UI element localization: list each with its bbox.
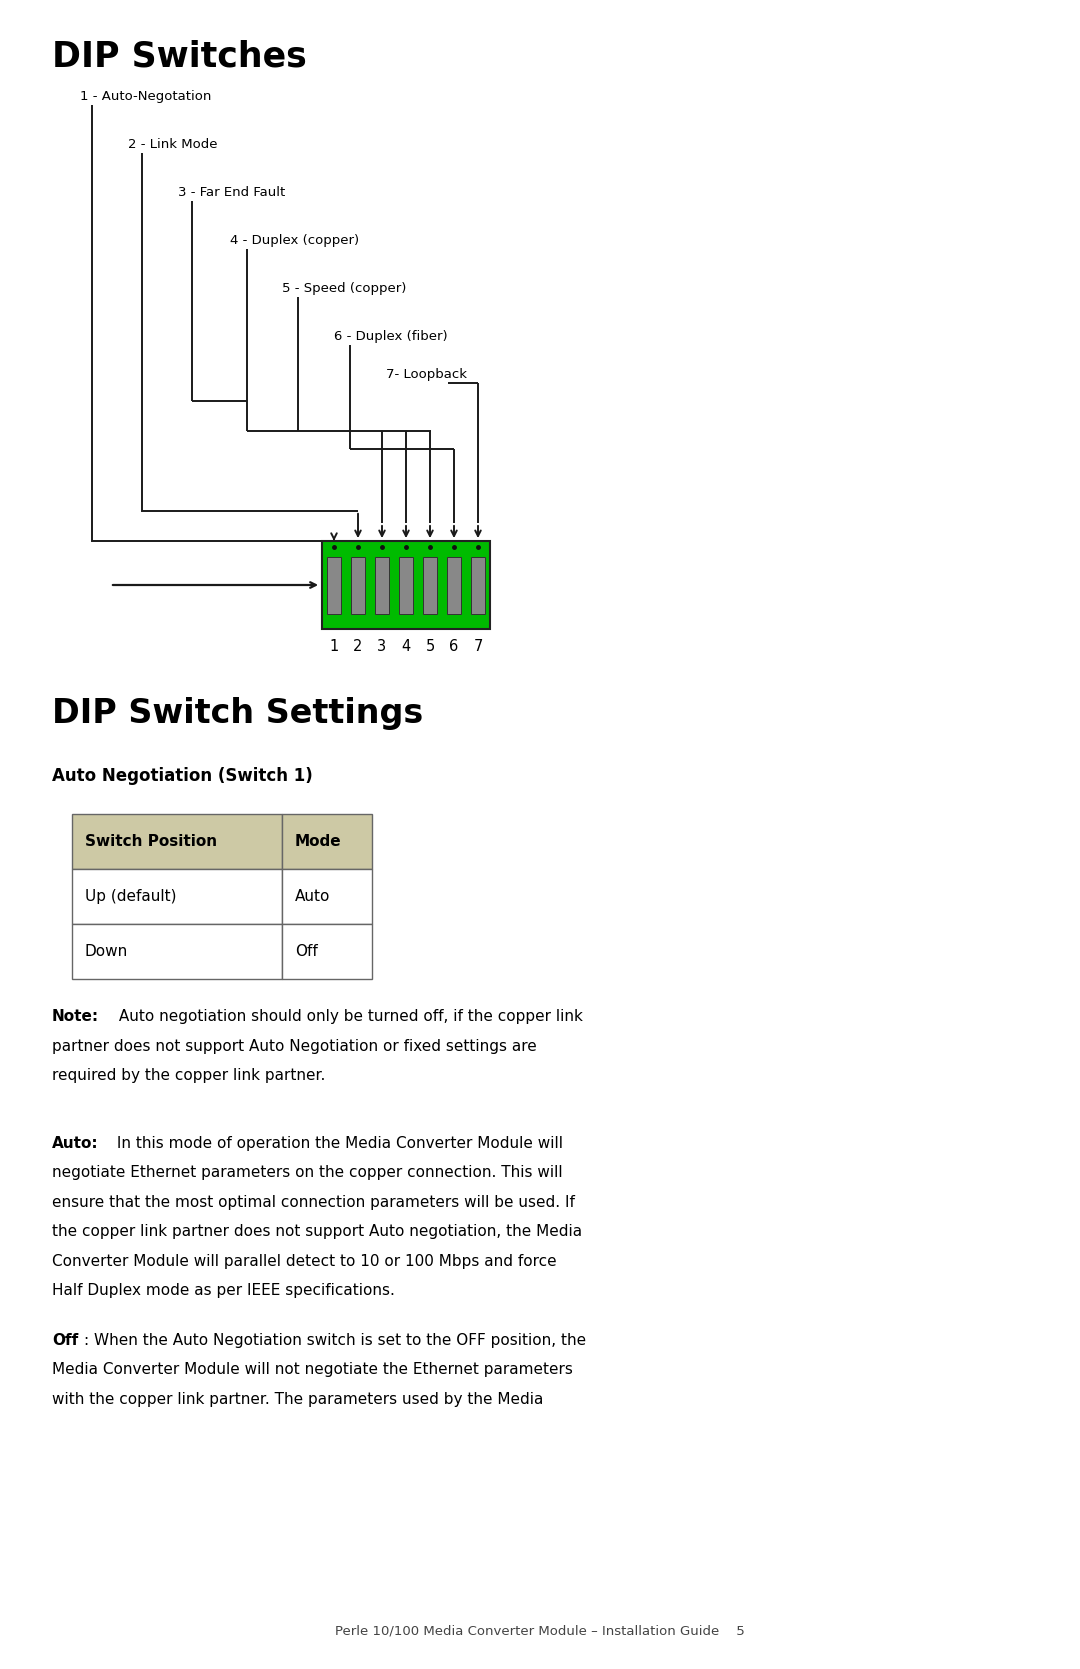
Text: 2: 2 [353,639,363,654]
Text: : When the Auto Negotiation switch is set to the OFF position, the: : When the Auto Negotiation switch is se… [84,1332,586,1347]
Text: Note:: Note: [52,1010,99,1025]
Bar [447,557,461,614]
Text: 4 - Duplex (copper): 4 - Duplex (copper) [230,234,360,247]
Text: 4: 4 [402,639,410,654]
Text: Switch Position: Switch Position [85,834,217,850]
Text: 3 - Far End Fault: 3 - Far End Fault [178,185,285,199]
Text: 1: 1 [329,639,339,654]
Text: DIP Switch Settings: DIP Switch Settings [52,698,423,729]
Text: Converter Module will parallel detect to 10 or 100 Mbps and force: Converter Module will parallel detect to… [52,1253,556,1268]
Text: Auto negotiation should only be turned off, if the copper link: Auto negotiation should only be turned o… [113,1010,582,1025]
Bar [322,541,490,629]
Text: Mode: Mode [295,834,341,850]
Text: 5 - Speed (copper): 5 - Speed (copper) [282,282,406,295]
Text: 5: 5 [426,639,434,654]
Text: Off: Off [52,1332,78,1347]
Text: required by the copper link partner.: required by the copper link partner. [52,1068,325,1083]
Text: 2 - Link Mode: 2 - Link Mode [129,139,217,150]
Bar [282,925,372,980]
Text: Up (default): Up (default) [85,890,176,905]
Bar [327,557,341,614]
Text: 6: 6 [449,639,459,654]
Bar [375,557,389,614]
Bar [72,870,282,925]
Text: Auto Negotiation (Switch 1): Auto Negotiation (Switch 1) [52,768,313,784]
Bar [72,814,282,870]
Bar [282,870,372,925]
Text: DIP Switches: DIP Switches [52,38,307,73]
Text: 7- Loopback: 7- Loopback [386,367,467,381]
Text: Media Converter Module will not negotiate the Ethernet parameters: Media Converter Module will not negotiat… [52,1362,572,1377]
Bar [471,557,485,614]
Text: In this mode of operation the Media Converter Module will: In this mode of operation the Media Conv… [111,1135,563,1150]
Text: Half Duplex mode as per IEEE specifications.: Half Duplex mode as per IEEE specificati… [52,1283,395,1298]
Text: 6 - Duplex (fiber): 6 - Duplex (fiber) [334,330,447,344]
Text: Auto: Auto [295,890,330,905]
Bar [351,557,365,614]
Bar [399,557,414,614]
Text: 1 - Auto-Negotation: 1 - Auto-Negotation [80,90,212,103]
Text: with the copper link partner. The parameters used by the Media: with the copper link partner. The parame… [52,1392,543,1407]
Text: Down: Down [85,945,129,960]
Bar [282,814,372,870]
Text: ensure that the most optimal connection parameters will be used. If: ensure that the most optimal connection … [52,1195,575,1210]
Text: 7: 7 [473,639,483,654]
Text: Off: Off [295,945,318,960]
Bar [72,925,282,980]
Bar [422,557,437,614]
Text: Auto:: Auto: [52,1135,98,1150]
Text: the copper link partner does not support Auto negotiation, the Media: the copper link partner does not support… [52,1223,582,1238]
Text: Perle 10/100 Media Converter Module – Installation Guide    5: Perle 10/100 Media Converter Module – In… [335,1624,745,1637]
Text: partner does not support Auto Negotiation or fixed settings are: partner does not support Auto Negotiatio… [52,1038,537,1053]
Text: negotiate Ethernet parameters on the copper connection. This will: negotiate Ethernet parameters on the cop… [52,1165,563,1180]
Text: 3: 3 [377,639,387,654]
